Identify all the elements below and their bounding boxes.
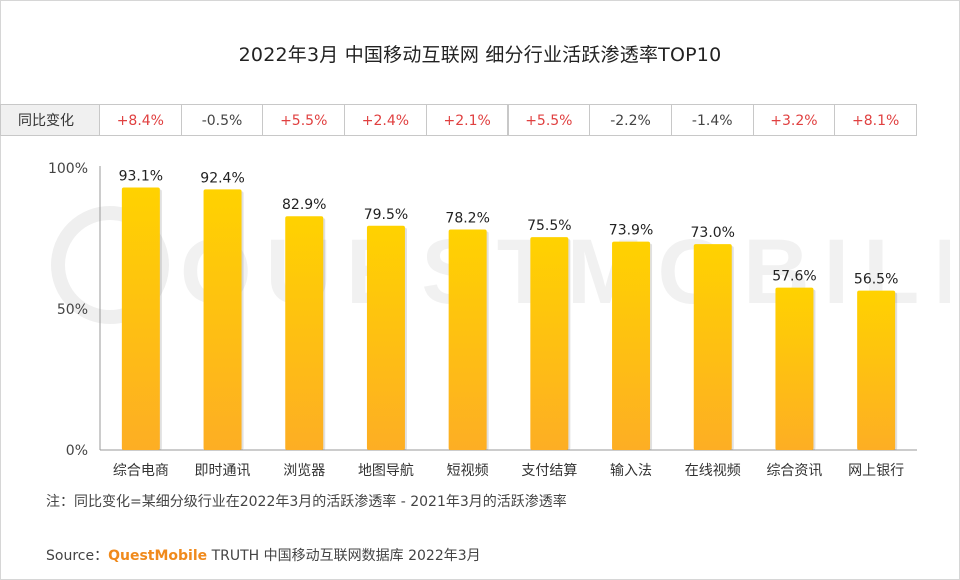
yoy-change-cell: +2.4% [344, 104, 427, 136]
bar [775, 287, 814, 450]
x-category-label: 综合资讯 [766, 463, 822, 479]
bar [121, 187, 160, 450]
source-brand: QuestMobile [108, 548, 208, 564]
bar [448, 229, 487, 450]
x-category-label: 在线视频 [685, 463, 741, 479]
yoy-change-label: 同比变化 [0, 104, 100, 136]
bar-value-label: 82.9% [282, 197, 326, 213]
bar [612, 241, 651, 450]
x-category-label: 网上银行 [848, 463, 904, 479]
x-category-label: 即时通讯 [195, 463, 251, 479]
x-category-label: 支付结算 [521, 463, 577, 479]
bar [366, 225, 405, 450]
yoy-change-cell: +8.4% [99, 104, 182, 136]
bar-value-label: 78.2% [445, 210, 489, 226]
bar [857, 290, 896, 450]
footnote: 注：同比变化=某细分级行业在2022年3月的活跃渗透率 - 2021年3月的活跃… [46, 494, 567, 510]
source-prefix: Source： [46, 548, 109, 564]
x-category-label: 输入法 [610, 463, 652, 479]
y-tick-label: 0% [66, 443, 88, 459]
yoy-change-row: 同比变化 +8.4% -0.5% +5.5% +2.4% +2.1% +5.5% -2.2%… [0, 104, 917, 138]
bar-value-label: 73.9% [609, 223, 653, 239]
bar-value-label: 93.1% [119, 168, 163, 184]
bar [530, 237, 569, 450]
bar [693, 244, 732, 450]
bar-value-label: 57.6% [772, 269, 816, 285]
bar-value-label: 92.4% [200, 170, 244, 186]
x-category-label: 浏览器 [283, 463, 325, 479]
y-tick-label: 50% [57, 302, 88, 318]
bar [285, 216, 324, 450]
chart-title: 2022年3月 中国移动互联网 细分行业活跃渗透率TOP10 [238, 44, 722, 66]
bar-value-label: 75.5% [527, 218, 571, 234]
bar-value-label: 56.5% [854, 272, 898, 288]
yoy-change-cell: -2.2% [589, 104, 672, 136]
source-line: Source：QuestMobile TRUTH 中国移动互联网数据库 2022… [46, 545, 481, 565]
y-tick-label: 100% [48, 161, 88, 177]
x-category-label: 综合电商 [113, 463, 169, 479]
bar [203, 189, 242, 450]
bar-value-label: 73.0% [691, 225, 735, 241]
x-category-label: 地图导航 [358, 463, 414, 479]
source-rest: TRUTH 中国移动互联网数据库 2022年3月 [207, 548, 481, 564]
yoy-change-cell: -1.4% [670, 104, 754, 136]
yoy-change-cell: +8.1% [834, 104, 917, 136]
bar-value-label: 79.5% [364, 207, 408, 223]
x-category-label: 短视频 [447, 463, 489, 479]
